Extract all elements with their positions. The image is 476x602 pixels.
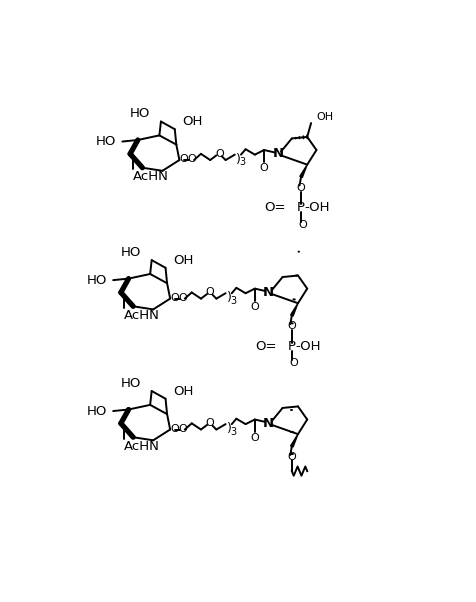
Polygon shape <box>299 164 307 178</box>
Text: O: O <box>170 293 179 303</box>
Text: O: O <box>287 321 296 331</box>
Text: ): ) <box>227 291 231 305</box>
Text: P: P <box>287 340 295 353</box>
Text: O: O <box>178 293 187 303</box>
Text: O: O <box>187 154 196 164</box>
Text: OH: OH <box>173 385 193 397</box>
Text: HO: HO <box>129 107 150 120</box>
Text: HO: HO <box>87 274 107 287</box>
Text: 3: 3 <box>230 427 236 437</box>
Polygon shape <box>290 434 298 447</box>
Text: P: P <box>297 201 305 214</box>
Text: HO: HO <box>96 135 116 148</box>
Text: O=: O= <box>254 340 276 353</box>
Text: O: O <box>178 424 187 434</box>
Text: HO: HO <box>120 246 140 259</box>
Text: ): ) <box>236 153 241 166</box>
Text: N: N <box>263 286 274 299</box>
Text: O: O <box>170 424 179 434</box>
Text: O: O <box>288 358 297 368</box>
Text: O: O <box>298 220 307 230</box>
Text: O: O <box>205 418 214 429</box>
Polygon shape <box>290 303 298 316</box>
Text: -OH: -OH <box>294 340 320 353</box>
Text: OH: OH <box>182 115 202 128</box>
Text: HO: HO <box>120 377 140 390</box>
Text: 3: 3 <box>239 157 245 167</box>
Text: AcHN: AcHN <box>124 309 159 322</box>
Text: O: O <box>205 288 214 297</box>
Text: O: O <box>179 154 188 164</box>
Text: HO: HO <box>87 405 107 418</box>
Text: O: O <box>215 149 223 159</box>
Text: AcHN: AcHN <box>133 170 169 184</box>
Text: 3: 3 <box>230 296 236 306</box>
Text: O=: O= <box>264 201 285 214</box>
Text: O: O <box>250 302 258 312</box>
Text: -OH: -OH <box>304 201 329 214</box>
Text: O: O <box>296 183 305 193</box>
Text: ): ) <box>227 422 231 435</box>
Text: OH: OH <box>316 112 333 122</box>
Text: N: N <box>272 147 283 160</box>
Text: O: O <box>287 452 296 462</box>
Text: N: N <box>263 417 274 430</box>
Text: O: O <box>259 164 268 173</box>
Text: AcHN: AcHN <box>124 440 159 453</box>
Text: O: O <box>250 433 258 443</box>
Text: OH: OH <box>173 253 193 267</box>
